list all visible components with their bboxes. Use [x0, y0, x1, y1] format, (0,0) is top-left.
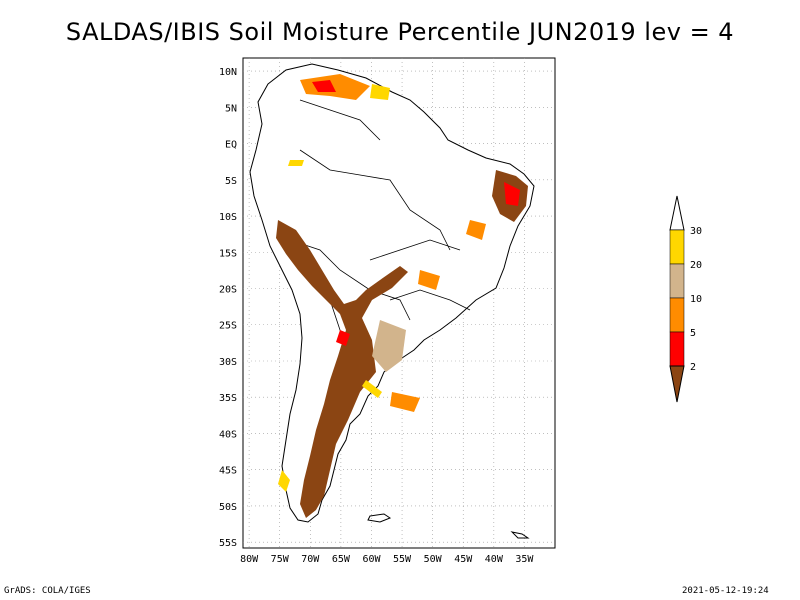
south-america-outline [249, 63, 535, 523]
color-legend: 2 5 10 20 30 [669, 195, 702, 403]
legend-label: 30 [690, 226, 702, 237]
lat-tick-label: 20S [219, 285, 237, 296]
lon-tick-label: 65W [332, 554, 351, 565]
lat-tick-label: 30S [219, 357, 237, 368]
longitude-tick-labels: 80W 75W 70W 65W 60W 55W 50W 45W 40W 35W [240, 554, 534, 565]
lon-tick-label: 35W [515, 554, 534, 565]
lat-tick-label: 35S [219, 393, 237, 404]
percentile-shading [276, 74, 528, 518]
legend-swatch [669, 331, 685, 367]
footer-timestamp: 2021-05-12-19:24 [682, 586, 769, 596]
lon-tick-label: 45W [454, 554, 473, 565]
map-title: SALDAS/IBIS Soil Moisture Percentile JUN… [65, 18, 735, 46]
legend-top-triangle [669, 195, 685, 231]
lon-tick-label: 40W [485, 554, 504, 565]
latitude-tick-labels: 10N 5N EQ 5S 10S 15S 20S 25S 30S 35S 40S 45S 50S 55S [219, 67, 237, 549]
lat-tick-label: 5S [225, 176, 237, 187]
legend-swatch [669, 263, 685, 299]
lat-tick-label: 15S [219, 248, 237, 259]
lon-tick-label: 60W [362, 554, 381, 565]
legend-swatch [669, 229, 685, 265]
lat-tick-label: 50S [219, 502, 237, 513]
lat-tick-label: 25S [219, 321, 237, 332]
islands [367, 513, 530, 539]
lat-tick-label: EQ [225, 140, 237, 151]
lon-tick-label: 50W [424, 554, 443, 565]
lat-tick-label: 45S [219, 466, 237, 477]
legend-label: 10 [690, 294, 702, 305]
footer-credit: GrADS: COLA/IGES [4, 586, 91, 596]
legend-label: 2 [690, 362, 696, 373]
lat-tick-label: 40S [219, 429, 237, 440]
lat-tick-label: 10N [219, 67, 237, 78]
legend-label: 20 [690, 260, 702, 271]
legend-label: 5 [690, 328, 696, 339]
legend-bottom-triangle [669, 365, 685, 403]
lon-tick-label: 55W [393, 554, 412, 565]
lat-tick-label: 10S [219, 212, 237, 223]
lat-tick-label: 5N [225, 103, 237, 114]
legend-swatch [669, 297, 685, 333]
lat-tick-label: 55S [219, 538, 237, 549]
lon-tick-label: 75W [271, 554, 290, 565]
lon-tick-label: 80W [240, 554, 259, 565]
lon-tick-label: 70W [301, 554, 320, 565]
